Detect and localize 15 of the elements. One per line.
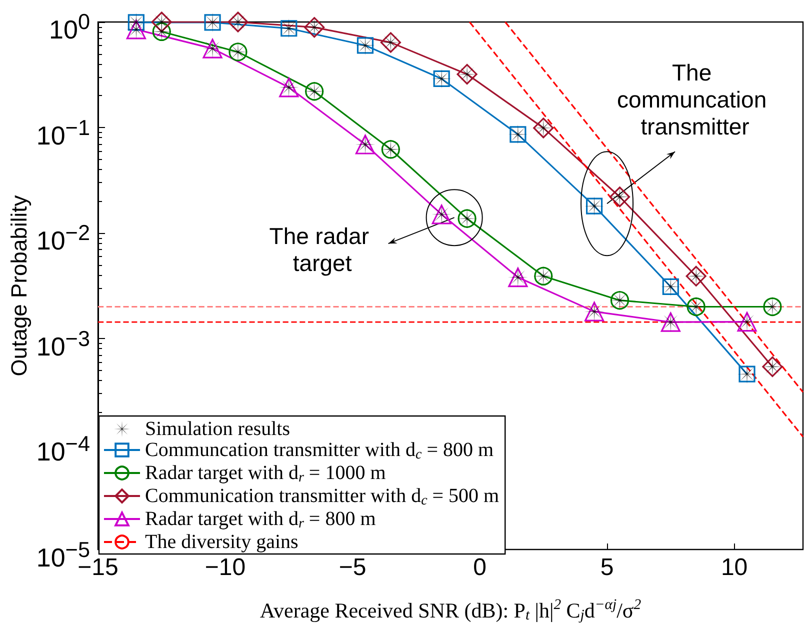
legend-label: The diversity gains (145, 531, 299, 553)
y-tick-label: 10$^{−4}$ (36, 430, 90, 469)
x-tick-label: −10 (204, 554, 246, 581)
y-axis-title: Outage Probability (6, 195, 32, 376)
y-tick-label: 10$^{−2}$ (36, 219, 90, 258)
x-tick-label: 5 (600, 554, 614, 581)
annotation: The communcation transmitter (617, 60, 774, 140)
y-tick-label: 10$^{−3}$ (36, 324, 90, 364)
legend-label: Simulation results (145, 418, 290, 440)
x-tick-label: −5 (338, 554, 366, 581)
x-tick-label: 0 (473, 554, 486, 581)
annotation: The radar target (269, 223, 376, 276)
y-tick-label: 10$^{−1}$ (36, 114, 90, 152)
x-tick-label: 10 (720, 554, 748, 581)
y-tick-label: 10$^{0}$ (49, 8, 90, 47)
